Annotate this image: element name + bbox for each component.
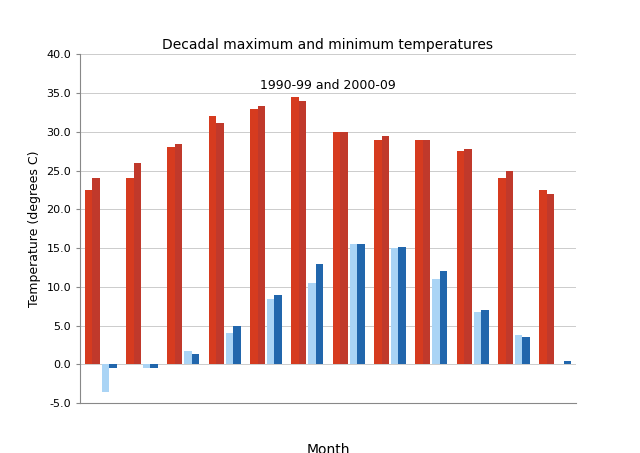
Bar: [415, 140, 423, 364]
Bar: [267, 299, 275, 364]
Bar: [102, 364, 109, 391]
Bar: [299, 101, 307, 364]
Bar: [498, 178, 506, 364]
Bar: [209, 116, 216, 364]
X-axis label: Month: Month: [307, 443, 349, 453]
Text: 1990-99 and 2000-09: 1990-99 and 2000-09: [260, 79, 396, 92]
Bar: [250, 109, 257, 364]
Bar: [216, 123, 223, 364]
Bar: [184, 351, 192, 364]
Title: Decadal maximum and minimum temperatures: Decadal maximum and minimum temperatures: [163, 38, 493, 52]
Bar: [481, 310, 488, 364]
Bar: [540, 190, 547, 364]
Bar: [440, 271, 447, 364]
Bar: [522, 337, 530, 364]
Bar: [226, 333, 233, 364]
Bar: [474, 313, 481, 364]
Bar: [333, 132, 340, 364]
Bar: [381, 136, 389, 364]
Bar: [515, 335, 522, 364]
Bar: [175, 144, 182, 364]
Bar: [316, 264, 323, 364]
Bar: [143, 364, 150, 368]
Bar: [134, 163, 141, 364]
Bar: [275, 294, 282, 364]
Bar: [464, 149, 472, 364]
Bar: [168, 147, 175, 364]
Bar: [349, 244, 357, 364]
Bar: [340, 132, 348, 364]
Bar: [423, 140, 430, 364]
Bar: [564, 361, 572, 364]
Bar: [506, 171, 513, 364]
Bar: [126, 178, 134, 364]
Bar: [150, 364, 158, 368]
Bar: [374, 140, 381, 364]
Bar: [308, 283, 316, 364]
Bar: [109, 364, 116, 368]
Bar: [233, 326, 241, 364]
Bar: [92, 178, 100, 364]
Bar: [399, 247, 406, 364]
Bar: [192, 354, 199, 364]
Y-axis label: Temperature (degrees C): Temperature (degrees C): [28, 150, 41, 307]
Bar: [391, 248, 399, 364]
Bar: [257, 106, 265, 364]
Bar: [84, 190, 92, 364]
Bar: [433, 279, 440, 364]
Bar: [547, 194, 554, 364]
Bar: [357, 244, 365, 364]
Bar: [291, 97, 299, 364]
Bar: [457, 151, 464, 364]
